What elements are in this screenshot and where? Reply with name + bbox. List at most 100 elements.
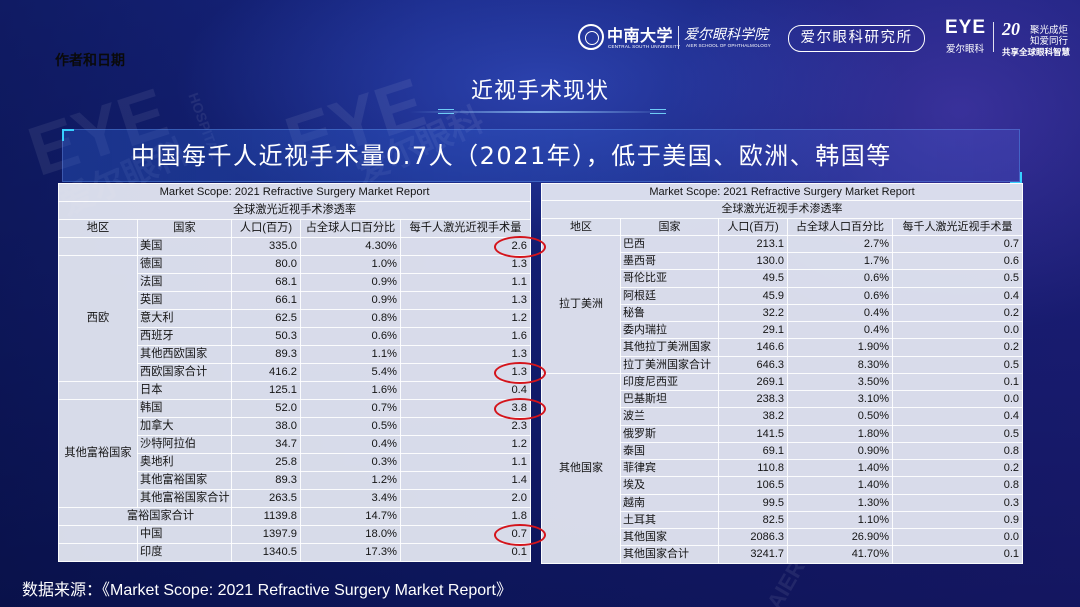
country-cell: 秘鲁: [620, 303, 719, 323]
rate-cell: 0.0: [892, 389, 1023, 409]
table-row: 奥地利 25.8 0.3% 1.1: [59, 453, 531, 472]
share-cell: 1.40%: [787, 458, 893, 478]
table-row: 土耳其 82.5 1.10% 0.9: [542, 510, 1023, 530]
country-cell: 其他西欧国家: [137, 345, 232, 364]
rate-value: 0.7: [1003, 237, 1019, 250]
rate-cell: 1.1: [400, 273, 531, 292]
table-row: 泰国 69.1 0.90% 0.8: [542, 441, 1023, 461]
population-cell: 646.3: [718, 355, 788, 374]
table-row: 其他富裕国家 韩国 52.0 0.7% 3.8: [58, 397, 546, 508]
penetration-table-right: Market Scope: 2021 Refractive Surgery Ma…: [541, 182, 1023, 564]
share-cell: 14.7%: [300, 507, 401, 526]
country-cell: 韩国: [137, 399, 232, 418]
share-cell: 1.0%: [300, 255, 401, 274]
rate-value: 1.6: [511, 330, 527, 342]
column-header: 人口(百万): [231, 219, 301, 238]
region-cell: [58, 543, 138, 562]
column-header: 人口(百万): [718, 217, 788, 236]
rate-value: 0.2: [1003, 306, 1019, 319]
rate-cell: 1.4: [400, 471, 531, 490]
country-cell: 西欧国家合计: [137, 363, 232, 382]
share-cell: 0.90%: [787, 441, 893, 461]
share-cell: 4.30%: [300, 237, 401, 256]
rate-cell: 1.8: [400, 507, 531, 526]
rate-value: 0.5: [1003, 427, 1019, 440]
rate-cell: 0.6: [892, 251, 1023, 271]
country-cell: 委内瑞拉: [620, 320, 719, 340]
rate-cell: 0.2: [892, 458, 1023, 478]
rate-value: 1.4: [511, 474, 527, 486]
school-logo-english: AIER SCHOOL OF OPHTHALMOLOGY: [686, 43, 771, 48]
column-header: 占全球人口百分比: [300, 219, 401, 238]
institute-badge: 爱尔眼科研究所: [788, 25, 925, 52]
share-cell: 26.90%: [787, 527, 893, 547]
region-cell: 其他富裕国家: [58, 399, 138, 508]
table-header-row: 地区 国家 人口(百万) 占全球人口百分比 每千人激光近视手术量: [541, 217, 1023, 236]
share-cell: 1.90%: [787, 338, 893, 357]
population-cell: 106.5: [718, 476, 788, 495]
rate-cell: 0.5: [892, 355, 1023, 374]
share-cell: 1.80%: [787, 424, 893, 443]
anniversary-number: 20: [1002, 19, 1020, 39]
csu-seal-icon: [578, 24, 604, 50]
rate-value: 0.0: [1003, 324, 1019, 337]
share-cell: 1.1%: [300, 345, 401, 364]
population-cell: 69.1: [718, 441, 788, 461]
share-cell: 1.10%: [787, 510, 893, 530]
population-cell: 213.1: [718, 234, 788, 254]
region-cell: [58, 381, 138, 400]
share-cell: 0.4%: [787, 303, 893, 323]
table-row: 越南 99.5 1.30% 0.3: [542, 493, 1023, 512]
data-source-note: 数据来源：《Market Scope: 2021 Refractive Surg…: [22, 582, 512, 599]
anniversary-line-2: 知爱同行: [1030, 36, 1069, 47]
rate-cell: 0.4: [892, 407, 1023, 426]
table-subtitle-row: 全球激光近视手术渗透率: [58, 201, 531, 220]
country-cell: 菲律宾: [620, 458, 719, 478]
page-title: 近视手术现状: [470, 79, 609, 104]
highlight-circle: [494, 397, 546, 420]
anniversary-slogan: 共享全球眼科智慧: [1002, 48, 1071, 58]
rate-cell: 0.0: [892, 320, 1023, 340]
share-cell: 8.30%: [787, 355, 893, 374]
column-header: 每千人激光近视手术量: [892, 217, 1023, 236]
share-cell: 1.7%: [787, 251, 893, 271]
table-row: 印度 1340.5 17.3% 0.1: [58, 543, 531, 562]
country-cell: 英国: [137, 291, 232, 310]
population-cell: 25.8: [231, 453, 301, 472]
country-cell: 埃及: [620, 476, 719, 495]
rate-value: 0.9: [1003, 513, 1019, 526]
headline-box: 中国每千人近视手术量0.7人（2021年），低于美国、欧洲、韩国等: [62, 129, 1020, 182]
rate-value: 1.1: [511, 276, 527, 288]
rate-cell: 0.5: [892, 424, 1023, 443]
rate-cell: 0.8: [892, 441, 1023, 461]
rate-cell: 2.6: [400, 235, 546, 258]
table-row: 巴基斯坦 238.3 3.10% 0.0: [542, 389, 1023, 409]
share-cell: 17.3%: [300, 543, 401, 562]
country-cell: 奥地利: [137, 453, 232, 472]
population-cell: 125.1: [231, 381, 301, 400]
rate-cell: 0.2: [892, 338, 1023, 357]
rate-cell: 0.0: [892, 527, 1023, 547]
population-cell: 1340.5: [231, 543, 301, 562]
column-header: 地区: [541, 217, 621, 236]
table-row: 委内瑞拉 29.1 0.4% 0.0: [542, 320, 1023, 340]
population-cell: 80.0: [231, 255, 301, 274]
country-cell: 阿根廷: [620, 286, 719, 305]
table-row: 其他富裕国家 89.3 1.2% 1.4: [59, 471, 531, 490]
rate-cell: 0.1: [892, 545, 1023, 564]
table-row: 其他拉丁美洲国家 146.6 1.90% 0.2: [542, 338, 1023, 357]
population-cell: 416.2: [231, 363, 301, 382]
country-cell: 拉丁美洲国家合计: [620, 355, 719, 374]
share-cell: 3.4%: [300, 489, 401, 508]
table-row: 其他富裕国家合计 263.5 3.4% 2.0: [59, 489, 531, 508]
table-subtitle: 全球激光近视手术渗透率: [58, 201, 531, 220]
anniversary-line-1: 聚光成炬: [1030, 25, 1069, 36]
table-row: 其他国家合计 3241.7 41.70% 0.1: [542, 545, 1023, 564]
column-header: 地区: [58, 219, 138, 238]
rate-cell: 0.7: [400, 523, 546, 546]
rate-cell: 1.2: [400, 435, 531, 454]
rate-value: 1.3: [511, 348, 527, 360]
share-cell: 0.4%: [300, 435, 401, 454]
country-cell: 沙特阿拉伯: [137, 435, 232, 454]
eye-logo-name: 爱尔眼科: [946, 44, 985, 55]
